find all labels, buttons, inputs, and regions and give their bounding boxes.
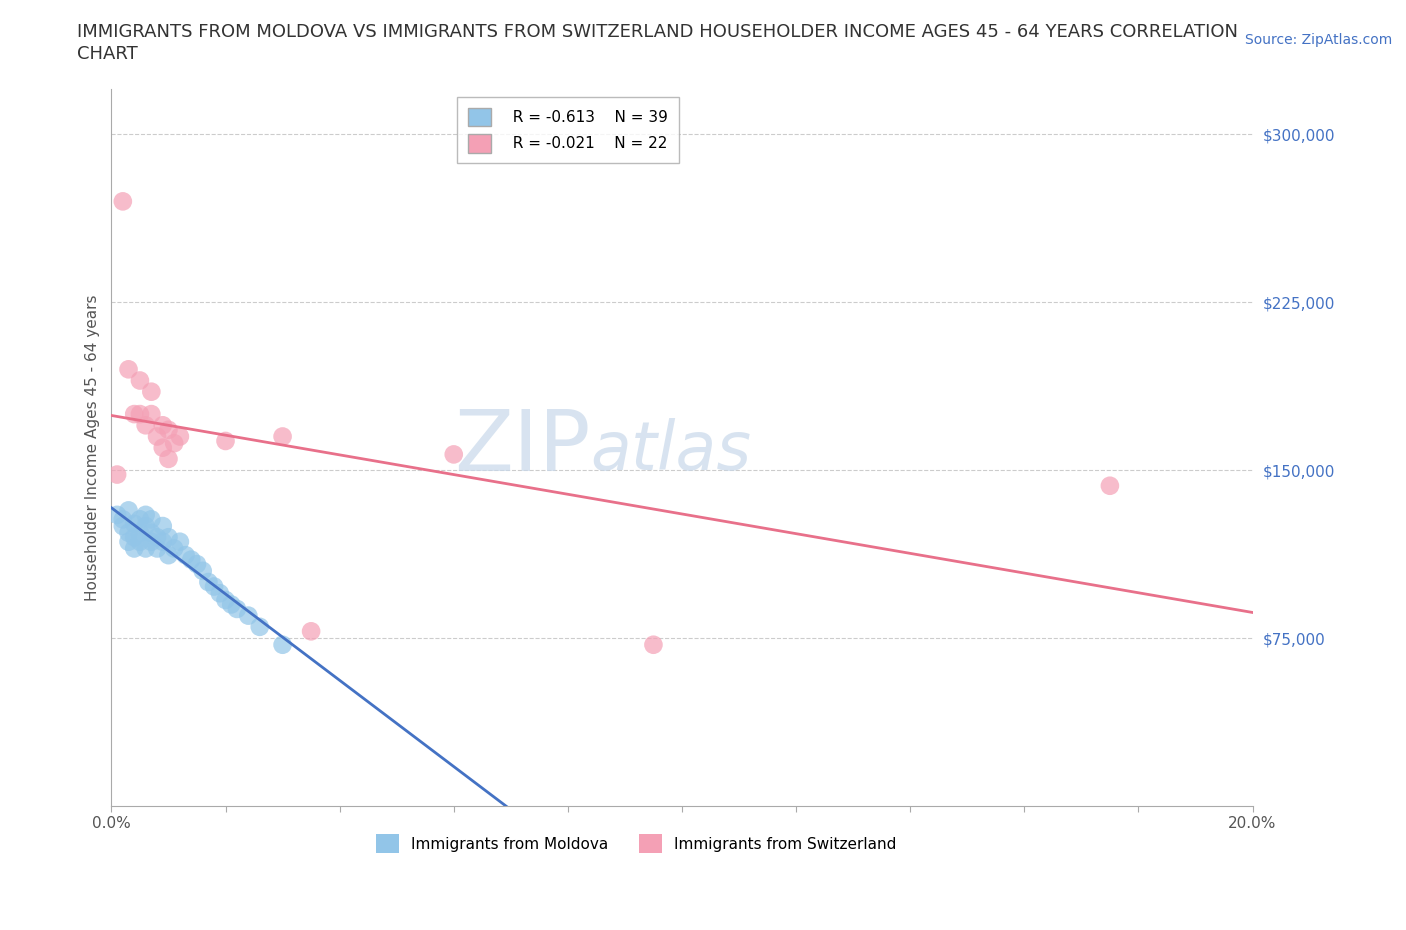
Point: [643, 637, 665, 652]
Point: [238, 608, 260, 623]
Point: [105, 508, 128, 523]
Point: [117, 525, 139, 540]
Point: [249, 619, 271, 634]
Point: [152, 519, 174, 534]
Point: [129, 525, 152, 540]
Point: [141, 535, 163, 550]
Point: [208, 586, 231, 601]
Point: [141, 384, 163, 399]
Text: ZIP: ZIP: [454, 406, 591, 489]
Point: [111, 512, 134, 526]
Point: [141, 512, 163, 526]
Point: [1098, 478, 1121, 493]
Point: [111, 194, 134, 209]
Point: [129, 373, 152, 388]
Point: [157, 530, 180, 545]
Point: [202, 579, 225, 594]
Text: CHART: CHART: [77, 45, 138, 62]
Point: [117, 503, 139, 518]
Point: [169, 429, 191, 444]
Point: [152, 418, 174, 432]
Point: [157, 422, 180, 437]
Point: [141, 525, 163, 540]
Point: [111, 519, 134, 534]
Point: [146, 429, 169, 444]
Point: [214, 592, 236, 607]
Text: atlas: atlas: [591, 418, 752, 485]
Text: Source: ZipAtlas.com: Source: ZipAtlas.com: [1244, 33, 1392, 46]
Point: [186, 557, 208, 572]
Point: [105, 467, 128, 482]
Point: [129, 406, 152, 421]
Point: [117, 362, 139, 377]
Point: [122, 516, 145, 531]
Point: [122, 530, 145, 545]
Point: [214, 433, 236, 448]
Point: [135, 541, 157, 556]
Point: [135, 519, 157, 534]
Point: [191, 564, 214, 578]
Y-axis label: Householder Income Ages 45 - 64 years: Householder Income Ages 45 - 64 years: [86, 295, 100, 601]
Point: [271, 429, 294, 444]
Point: [152, 440, 174, 455]
Point: [129, 535, 152, 550]
Point: [146, 530, 169, 545]
Point: [219, 597, 242, 612]
Point: [122, 406, 145, 421]
Point: [135, 508, 157, 523]
Point: [163, 541, 186, 556]
Point: [174, 548, 197, 563]
Point: [122, 541, 145, 556]
Point: [169, 535, 191, 550]
Point: [197, 575, 219, 590]
Point: [226, 602, 249, 617]
Point: [152, 535, 174, 550]
Text: IMMIGRANTS FROM MOLDOVA VS IMMIGRANTS FROM SWITZERLAND HOUSEHOLDER INCOME AGES 4: IMMIGRANTS FROM MOLDOVA VS IMMIGRANTS FR…: [77, 23, 1239, 41]
Point: [271, 637, 294, 652]
Point: [157, 451, 180, 466]
Point: [157, 548, 180, 563]
Point: [163, 436, 186, 451]
Point: [135, 418, 157, 432]
Point: [117, 535, 139, 550]
Legend: Immigrants from Moldova, Immigrants from Switzerland: Immigrants from Moldova, Immigrants from…: [370, 829, 903, 859]
Point: [141, 406, 163, 421]
Point: [299, 624, 322, 639]
Point: [443, 447, 465, 462]
Point: [146, 541, 169, 556]
Point: [180, 552, 202, 567]
Point: [129, 512, 152, 526]
